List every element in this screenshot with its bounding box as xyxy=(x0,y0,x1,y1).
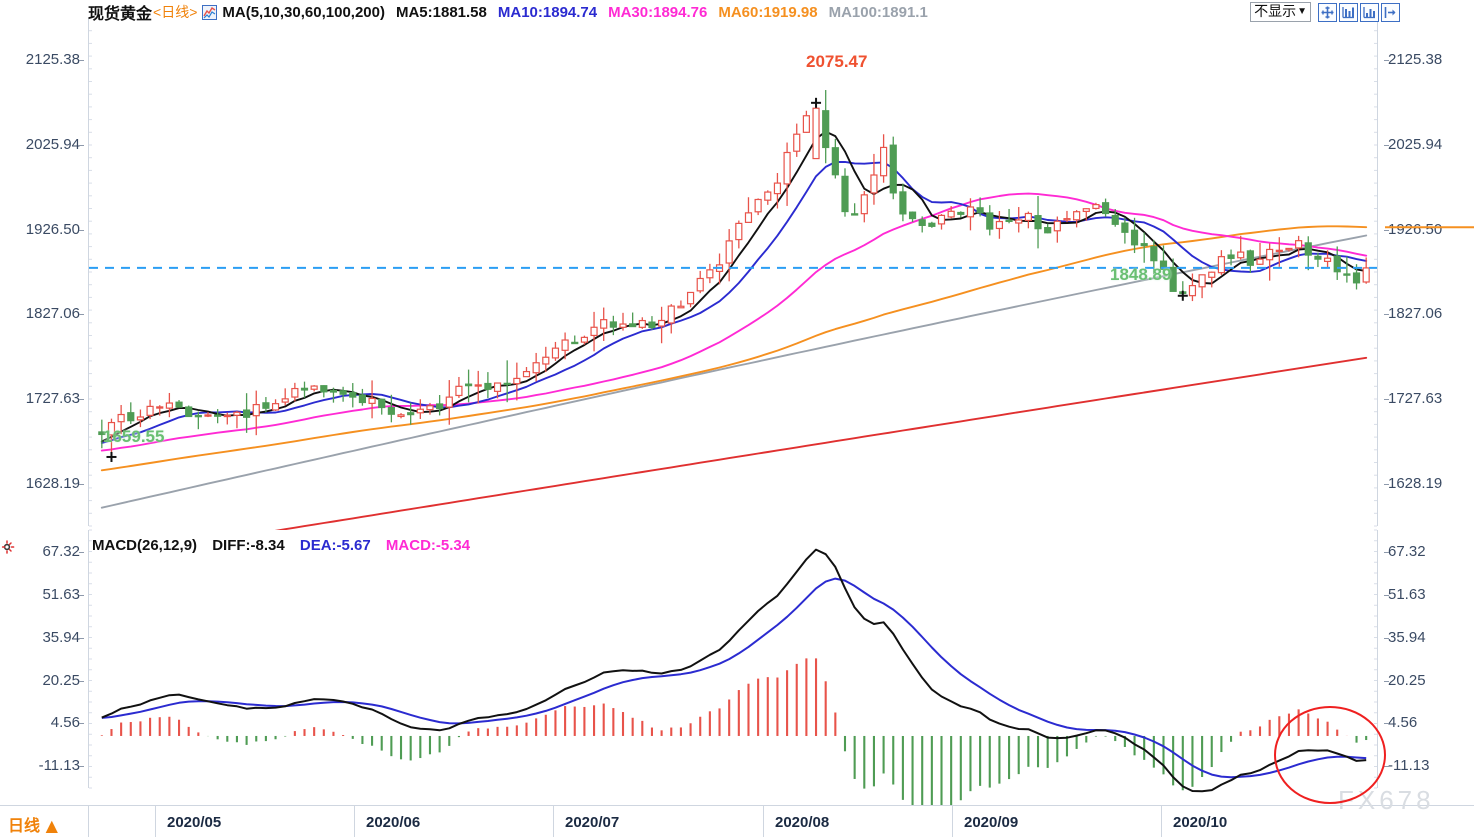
axis-tick-label: 1827.06 xyxy=(1388,305,1443,323)
macd-panel: 67.32 51.63 35.94 20.25 4.56 -11.13 67.32 51.6… xyxy=(0,529,1474,821)
x-axis-divider xyxy=(952,806,953,837)
axis-tick-mark xyxy=(1384,229,1389,231)
axis-tick-mark xyxy=(79,723,84,725)
axis-tick-mark xyxy=(79,680,84,682)
display-mode-select[interactable]: 不显示 ▼ xyxy=(1250,2,1311,22)
axis-tick-label: 35.94 xyxy=(42,628,80,646)
axis-tick-mark xyxy=(79,483,84,485)
period-toggle[interactable]: 日线 ▲ xyxy=(8,816,58,835)
axis-tick-mark xyxy=(1384,594,1389,596)
axis-tick-label: 51.63 xyxy=(1388,585,1426,603)
ma100-value: MA100:1891.1 xyxy=(828,3,928,21)
axis-tick-label: 20.25 xyxy=(42,671,80,689)
axis-tick-label: 67.32 xyxy=(1388,542,1426,560)
ma60-value: MA60:1919.98 xyxy=(718,3,818,21)
chart-footer: 日线 ▲ 2020/05 2020/06 2020/07 2020/08 2020/09… xyxy=(0,805,1474,837)
axis-tick-mark xyxy=(1384,145,1389,146)
axis-tick-label: 4.56 xyxy=(1388,714,1418,732)
chart-toolbar: 不显示 ▼ xyxy=(1250,2,1400,22)
x-axis-tick-label: 2020/05 xyxy=(167,814,222,831)
axis-tick-mark xyxy=(1384,551,1389,553)
footer-divider xyxy=(88,806,89,837)
x-axis-divider xyxy=(1161,806,1162,837)
x-axis-divider xyxy=(553,806,554,837)
axis-tick-label: 4.56 xyxy=(50,714,80,732)
axis-tick-mark xyxy=(1384,766,1389,768)
x-axis-tick-label: 2020/08 xyxy=(775,814,830,831)
macd-diff-value: DIFF:-8.34 xyxy=(212,537,285,554)
ma5-value: MA5:1881.58 xyxy=(395,3,487,21)
axis-tick-mark xyxy=(79,145,84,146)
high-label: 2075.47 xyxy=(806,52,868,71)
axis-tick-label: 1827.06 xyxy=(25,305,80,323)
macd-value: MACD:-5.34 xyxy=(385,537,471,554)
macd-header: MACD(26,12,9) DIFF:-8.34 DEA:-5.67 MACD:… xyxy=(92,537,481,554)
shift-right-icon[interactable] xyxy=(1381,2,1400,22)
axis-tick-label: 2025.94 xyxy=(25,136,80,153)
axis-tick-label: -11.13 xyxy=(1388,757,1430,775)
ma10-value: MA10:1894.74 xyxy=(497,3,598,21)
crosshair-icon[interactable] xyxy=(1318,2,1337,22)
axis-tick-mark xyxy=(79,551,84,553)
macd-plot-area[interactable] xyxy=(88,529,1378,821)
axis-tick-label: 1926.50 xyxy=(1388,220,1443,238)
price-chart-svg xyxy=(89,17,1377,560)
axis-tick-label: 67.32 xyxy=(42,542,80,560)
line-chart-icon[interactable] xyxy=(202,4,218,20)
axis-tick-mark xyxy=(1384,637,1389,639)
chevron-down-icon: ▼ xyxy=(1297,6,1307,17)
x-axis-divider xyxy=(354,806,355,837)
axis-tick-label: -11.13 xyxy=(38,757,80,775)
axis-tick-label: 2125.38 xyxy=(1388,51,1443,69)
symbol-label: 现货黄金 xyxy=(88,4,153,23)
chart-header: 现货黄金 <日线> MA(5,10,30,60,100,200) MA5:188… xyxy=(0,0,1474,24)
axis-tick-label: 35.94 xyxy=(1388,628,1426,646)
macd-chart-svg xyxy=(89,529,1377,821)
axis-tick-mark xyxy=(1384,680,1389,682)
zoom-out-icon[interactable] xyxy=(1339,2,1358,22)
axis-tick-mark xyxy=(79,766,84,768)
axis-tick-label: 2025.94 xyxy=(1388,136,1443,153)
x-axis-tick-label: 2020/09 xyxy=(964,814,1019,831)
axis-tick-mark xyxy=(79,637,84,639)
axis-tick-label: 1628.19 xyxy=(1388,474,1443,492)
price-panel: 2125.38 2025.94 1926.50 1827.06 1727.63 1628.… xyxy=(0,17,1474,560)
axis-tick-mark xyxy=(1384,723,1389,725)
x-axis-tick-label: 2020/06 xyxy=(366,814,421,831)
axis-tick-mark xyxy=(79,398,84,400)
axis-tick-mark xyxy=(79,60,84,62)
ma-definition-label: MA(5,10,30,60,100,200) xyxy=(222,3,385,21)
period-label: <日线> xyxy=(153,4,198,20)
macd-dea-value: DEA:-5.67 xyxy=(299,537,371,554)
macd-title: MACD(26,12,9) xyxy=(92,537,198,554)
low-label-right: 1848.89 xyxy=(1110,265,1172,284)
axis-tick-label: 51.63 xyxy=(42,585,80,603)
axis-tick-mark xyxy=(1384,60,1389,62)
x-axis-divider xyxy=(155,806,156,837)
axis-tick-label: 1727.63 xyxy=(25,389,80,407)
axis-tick-label: 2125.38 xyxy=(25,51,80,69)
x-axis-divider xyxy=(763,806,764,837)
price-plot-area[interactable] xyxy=(88,17,1378,560)
axis-tick-label: 1727.63 xyxy=(1388,389,1443,407)
axis-tick-mark xyxy=(1384,483,1389,485)
x-axis-tick-label: 2020/10 xyxy=(1173,814,1228,831)
x-axis-tick-label: 2020/07 xyxy=(565,814,620,831)
display-mode-value: 不显示 xyxy=(1254,3,1297,19)
watermark: FX678 xyxy=(1338,785,1435,815)
axis-tick-label: 1926.50 xyxy=(25,220,80,238)
axis-tick-mark xyxy=(1384,398,1389,400)
zoom-in-icon[interactable] xyxy=(1360,2,1379,22)
axis-tick-mark xyxy=(79,594,84,596)
red-ellipse-annotation xyxy=(1274,706,1386,804)
axis-tick-mark xyxy=(1384,314,1389,316)
axis-tick-mark xyxy=(79,314,84,316)
macd-settings-icon[interactable] xyxy=(1,539,18,555)
axis-tick-label: 1628.19 xyxy=(25,474,80,492)
ma30-value: MA30:1894.76 xyxy=(608,3,708,21)
axis-tick-label: 20.25 xyxy=(1388,671,1426,689)
axis-tick-mark xyxy=(79,229,84,231)
low-label-left: 1659.55 xyxy=(103,427,165,446)
